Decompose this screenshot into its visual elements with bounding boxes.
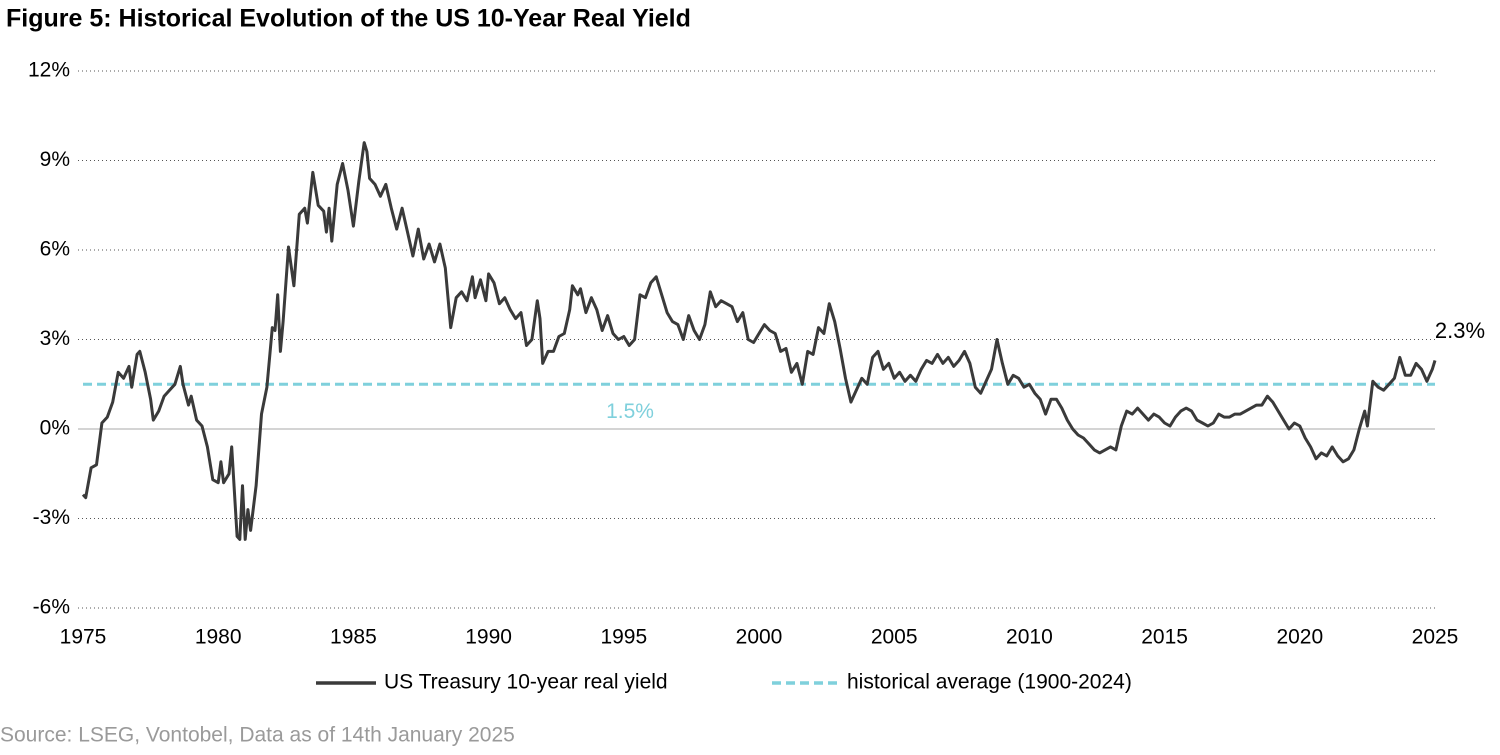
x-tick-label: 1980 — [195, 626, 242, 649]
y-tick-label: 6% — [40, 238, 70, 261]
x-tick-label: 1995 — [600, 626, 647, 649]
series-line — [81, 141, 1437, 541]
legend-label: US Treasury 10-year real yield — [384, 671, 668, 694]
x-tick-label: 2020 — [1276, 626, 1323, 649]
source-note: Source: LSEG, Vontobel, Data as of 14th … — [0, 724, 515, 747]
x-tick-label: 2025 — [1412, 626, 1459, 649]
y-tick-label: 12% — [28, 59, 70, 82]
x-tick-label: 2015 — [1141, 626, 1188, 649]
y-tick-label: 3% — [40, 327, 70, 350]
x-tick-label: 1985 — [330, 626, 377, 649]
chart-title: Figure 5: Historical Evolution of the US… — [6, 5, 691, 33]
x-tick-label: 1975 — [60, 626, 107, 649]
end-label: 2.3% — [1435, 318, 1485, 343]
x-tick-label: 2000 — [736, 626, 783, 649]
y-tick-label: 0% — [40, 417, 70, 440]
y-tick-label: -3% — [33, 506, 70, 529]
y-tick-label: 9% — [40, 148, 70, 171]
y-tick-label: -6% — [33, 596, 70, 619]
legend-label: historical average (1900-2024) — [847, 671, 1132, 694]
reference-label: 1.5% — [606, 400, 654, 423]
x-tick-label: 2005 — [871, 626, 918, 649]
x-tick-label: 1990 — [465, 626, 512, 649]
x-tick-label: 2010 — [1006, 626, 1053, 649]
